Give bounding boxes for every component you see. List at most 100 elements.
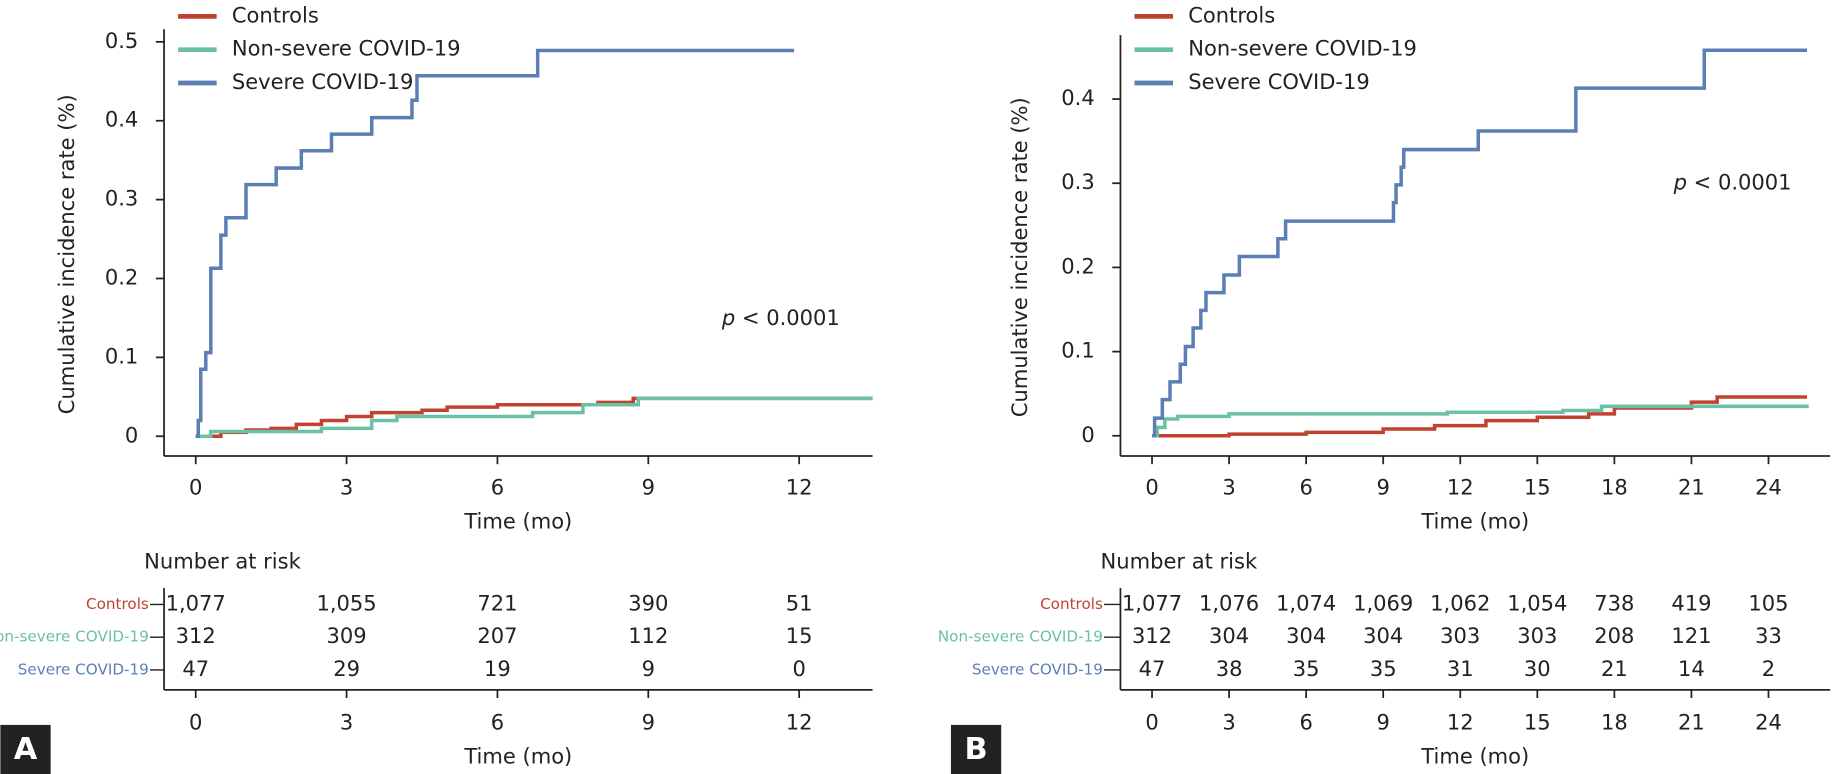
x-tick-label: 15	[1524, 475, 1551, 500]
risk-value: 21	[1601, 656, 1628, 681]
risk-value: 304	[1209, 623, 1249, 648]
risk-value: 207	[477, 623, 517, 648]
x-tick-label: 3	[340, 475, 353, 500]
y-tick-label: 0.5	[105, 28, 138, 53]
x-tick-label: 21	[1678, 475, 1705, 500]
p-text: < 0.0001	[735, 305, 840, 330]
risk-x-tick-label: 3	[1222, 710, 1235, 735]
p-symbol: p	[1673, 170, 1687, 195]
risk-x-tick-label: 0	[189, 710, 202, 735]
x-axis-label: Time (mo)	[1420, 509, 1529, 534]
risk-value: 303	[1440, 623, 1480, 648]
y-axis-label: Cumulative incidence rate (%)	[54, 94, 79, 414]
risk-value: 9	[642, 656, 655, 681]
risk-x-tick-label: 24	[1755, 710, 1782, 735]
p-value: p < 0.0001	[721, 305, 840, 330]
km-line	[1152, 48, 1808, 438]
risk-value: 47	[182, 656, 209, 681]
y-tick-label: 0	[125, 422, 138, 447]
p-value: p < 0.0001	[1673, 170, 1792, 195]
risk-x-tick-label: 9	[1377, 710, 1390, 735]
x-tick-label: 0	[1145, 475, 1158, 500]
risk-x-label: Time (mo)	[463, 744, 572, 769]
risk-row-label: Severe COVID-19	[972, 660, 1103, 678]
x-axis-label: Time (mo)	[463, 509, 572, 534]
y-tick-label: 0.1	[105, 343, 138, 368]
risk-row-label: Non-severe COVID-19	[0, 628, 149, 646]
panel-label: A	[14, 732, 38, 767]
risk-value: 738	[1594, 590, 1634, 615]
risk-value: 419	[1671, 590, 1711, 615]
legend-label: Controls	[1188, 2, 1275, 27]
risk-value: 208	[1594, 623, 1634, 648]
y-tick-label: 0	[1081, 422, 1094, 447]
risk-value: 47	[1139, 656, 1166, 681]
risk-title: Number at risk	[1101, 548, 1258, 573]
risk-row-label: Controls	[86, 595, 149, 613]
risk-row-label: Non-severe COVID-19	[938, 628, 1103, 646]
p-symbol: p	[721, 305, 735, 330]
panel-label: B	[964, 732, 987, 767]
risk-value: 0	[792, 656, 805, 681]
risk-value: 38	[1216, 656, 1243, 681]
y-tick-label: 0.2	[1061, 253, 1094, 278]
risk-value: 30	[1524, 656, 1551, 681]
risk-value: 14	[1678, 656, 1705, 681]
x-tick-label: 9	[1377, 475, 1390, 500]
risk-value: 35	[1293, 656, 1320, 681]
legend-label: Controls	[232, 2, 319, 27]
risk-value: 112	[628, 623, 668, 648]
risk-value: 1,062	[1430, 590, 1490, 615]
risk-x-tick-label: 6	[1299, 710, 1312, 735]
risk-x-tick-label: 6	[491, 710, 504, 735]
risk-x-tick-label: 3	[340, 710, 353, 735]
risk-value: 31	[1447, 656, 1474, 681]
risk-value: 51	[786, 590, 813, 615]
risk-value: 121	[1671, 623, 1711, 648]
risk-x-tick-label: 9	[642, 710, 655, 735]
risk-value: 1,077	[1122, 590, 1182, 615]
risk-x-tick-label: 12	[1447, 710, 1474, 735]
x-tick-label: 3	[1222, 475, 1235, 500]
risk-value: 2	[1762, 656, 1775, 681]
risk-value: 390	[628, 590, 668, 615]
panel-label-box	[0, 724, 51, 774]
y-tick-label: 0.2	[105, 264, 138, 289]
y-axis-label: Cumulative incidence rate (%)	[1007, 97, 1032, 417]
risk-value: 303	[1517, 623, 1557, 648]
legend-label: Severe COVID-19	[232, 69, 414, 94]
risk-value: 721	[477, 590, 517, 615]
km-line	[1152, 404, 1809, 438]
risk-value: 19	[484, 656, 511, 681]
risk-value: 1,055	[316, 590, 376, 615]
risk-value: 309	[327, 623, 367, 648]
risk-value: 1,069	[1353, 590, 1413, 615]
y-tick-label: 0.4	[105, 107, 138, 132]
risk-value: 1,074	[1276, 590, 1336, 615]
risk-value: 35	[1370, 656, 1397, 681]
risk-value: 1,077	[166, 590, 226, 615]
risk-x-label: Time (mo)	[1420, 744, 1529, 769]
y-tick-label: 0.1	[1061, 338, 1094, 363]
risk-value: 1,076	[1199, 590, 1259, 615]
p-text: < 0.0001	[1687, 170, 1792, 195]
x-tick-label: 12	[786, 475, 813, 500]
risk-value: 29	[333, 656, 360, 681]
x-tick-label: 12	[1447, 475, 1474, 500]
risk-value: 105	[1748, 590, 1788, 615]
risk-x-tick-label: 21	[1678, 710, 1705, 735]
x-tick-label: 0	[189, 475, 202, 500]
risk-value: 33	[1755, 623, 1782, 648]
legend-label: Non-severe COVID-19	[232, 36, 461, 61]
risk-row-label: Controls	[1040, 595, 1103, 613]
risk-x-tick-label: 18	[1601, 710, 1628, 735]
risk-value: 304	[1363, 623, 1403, 648]
risk-title: Number at risk	[144, 548, 301, 573]
legend-label: Non-severe COVID-19	[1188, 36, 1417, 61]
x-tick-label: 9	[642, 475, 655, 500]
x-tick-label: 18	[1601, 475, 1628, 500]
y-tick-label: 0.4	[1061, 85, 1094, 110]
risk-value: 312	[1132, 623, 1172, 648]
x-tick-label: 6	[491, 475, 504, 500]
risk-value: 1,054	[1507, 590, 1567, 615]
